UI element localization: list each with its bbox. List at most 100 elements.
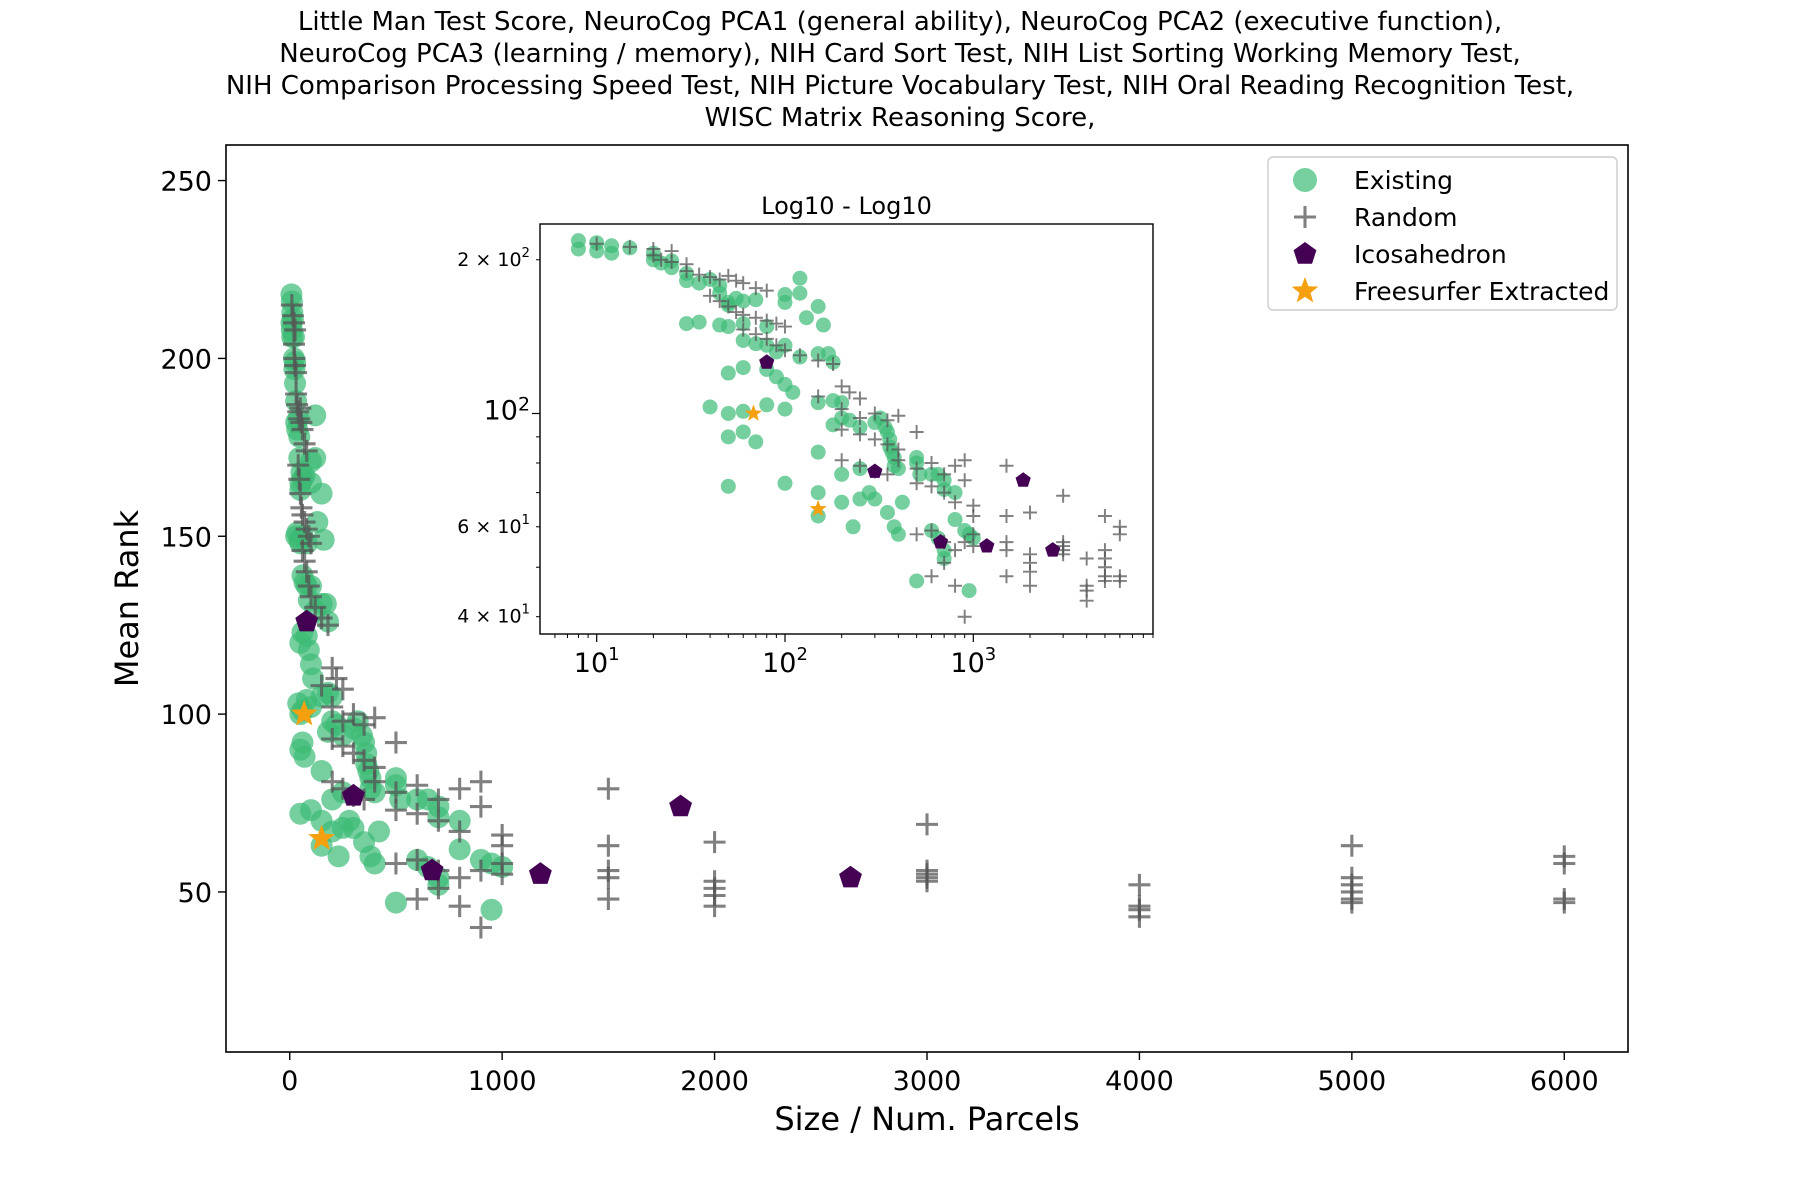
existing-point bbox=[338, 809, 361, 832]
random-point bbox=[966, 508, 981, 523]
existing-point bbox=[909, 573, 925, 589]
existing-point bbox=[735, 360, 751, 376]
random-point bbox=[1553, 891, 1576, 914]
tick-exponent: 1 bbox=[522, 603, 530, 618]
y-tick-label: 150 bbox=[160, 522, 212, 553]
icosahedron-point bbox=[420, 858, 444, 881]
main-plot: 0 1000 2000 3000 4000 5000 6000 50 100 150 200 250 S… bbox=[108, 144, 1629, 1138]
random-point bbox=[406, 774, 429, 797]
inset-y-tick-label: 6 × 101 bbox=[457, 513, 530, 538]
random-point bbox=[721, 268, 736, 283]
existing-point bbox=[810, 299, 826, 315]
existing-point bbox=[304, 404, 327, 427]
x-tick-label: 0 bbox=[281, 1066, 298, 1097]
random-point bbox=[834, 402, 849, 417]
legend-label: Freesurfer Extracted bbox=[1354, 277, 1609, 306]
random-point bbox=[891, 453, 906, 468]
random-point bbox=[852, 410, 867, 425]
random-point bbox=[406, 848, 429, 871]
existing-point bbox=[777, 475, 793, 491]
existing-point bbox=[312, 528, 335, 551]
existing-point bbox=[720, 429, 736, 445]
legend-box bbox=[1267, 156, 1618, 311]
existing-point bbox=[861, 485, 877, 501]
existing-point bbox=[748, 292, 764, 308]
existing-point bbox=[735, 293, 751, 309]
existing-point bbox=[306, 511, 329, 534]
random-point bbox=[589, 236, 604, 251]
random-point bbox=[448, 820, 471, 843]
random-point bbox=[1056, 547, 1071, 562]
tick-exponent: 1 bbox=[608, 644, 619, 665]
inset-series-icosahedron bbox=[759, 354, 1061, 557]
tick-base: 10 bbox=[574, 648, 608, 679]
inset-y-tick-label: 2 × 102 bbox=[457, 246, 530, 271]
existing-point bbox=[792, 270, 808, 286]
freesurfer-point bbox=[809, 500, 827, 517]
random-point bbox=[852, 427, 867, 442]
random-point bbox=[777, 343, 792, 358]
random-point bbox=[880, 467, 895, 482]
y-tick-label: 100 bbox=[160, 700, 212, 731]
random-point bbox=[769, 338, 784, 353]
y-axis-label: Mean Rank bbox=[108, 509, 146, 687]
legend-label: Random bbox=[1354, 203, 1458, 232]
random-point bbox=[999, 458, 1014, 473]
random-point bbox=[291, 418, 314, 441]
existing-point bbox=[792, 285, 808, 301]
random-point bbox=[729, 305, 744, 320]
tick-exponent: 2 bbox=[796, 644, 807, 665]
legend-label: Icosahedron bbox=[1354, 240, 1507, 269]
random-point bbox=[406, 802, 429, 825]
freesurfer-point bbox=[744, 404, 763, 421]
random-point bbox=[427, 877, 450, 900]
existing-point bbox=[720, 478, 736, 494]
random-point bbox=[1079, 593, 1094, 608]
random-point bbox=[1079, 551, 1094, 566]
random-point bbox=[948, 458, 963, 473]
random-point bbox=[811, 389, 826, 404]
random-point bbox=[777, 319, 792, 334]
random-point bbox=[948, 578, 963, 593]
random-point bbox=[736, 276, 751, 291]
random-point bbox=[909, 527, 924, 542]
icosahedron-point bbox=[295, 609, 319, 632]
random-point bbox=[748, 281, 763, 296]
random-point bbox=[1056, 488, 1071, 503]
tick-base: 10 bbox=[762, 648, 796, 679]
random-point bbox=[363, 770, 386, 793]
random-point bbox=[297, 575, 320, 598]
existing-point bbox=[735, 424, 751, 440]
random-point bbox=[852, 458, 867, 473]
existing-point bbox=[852, 419, 868, 435]
existing-point bbox=[961, 583, 977, 599]
random-point bbox=[834, 422, 849, 437]
icosahedron-point bbox=[932, 534, 949, 549]
random-point bbox=[736, 307, 751, 322]
random-point bbox=[310, 674, 333, 697]
random-point bbox=[384, 799, 407, 822]
random-point bbox=[748, 327, 763, 342]
random-point bbox=[1340, 834, 1363, 857]
random-point bbox=[703, 270, 718, 285]
random-point bbox=[909, 461, 924, 476]
existing-point bbox=[679, 316, 695, 332]
random-point bbox=[448, 895, 471, 918]
random-point bbox=[321, 656, 344, 679]
chart-title-line-3: NIH Comparison Processing Speed Test, NI… bbox=[225, 71, 1575, 101]
random-point bbox=[331, 678, 354, 701]
random-point bbox=[924, 523, 939, 538]
random-point bbox=[299, 585, 322, 608]
freesurfer-point bbox=[290, 700, 318, 726]
random-point bbox=[491, 863, 514, 886]
tick-exponent: 1 bbox=[522, 513, 530, 528]
tick-base: 10 bbox=[950, 648, 984, 679]
random-point bbox=[427, 788, 450, 811]
random-point bbox=[924, 569, 939, 584]
random-point bbox=[769, 316, 784, 331]
random-point bbox=[384, 852, 407, 875]
chart-title-line-2: NeuroCog PCA3 (learning / memory), NIH C… bbox=[279, 39, 1521, 69]
icosahedron-point bbox=[979, 538, 995, 553]
random-point bbox=[664, 254, 679, 269]
